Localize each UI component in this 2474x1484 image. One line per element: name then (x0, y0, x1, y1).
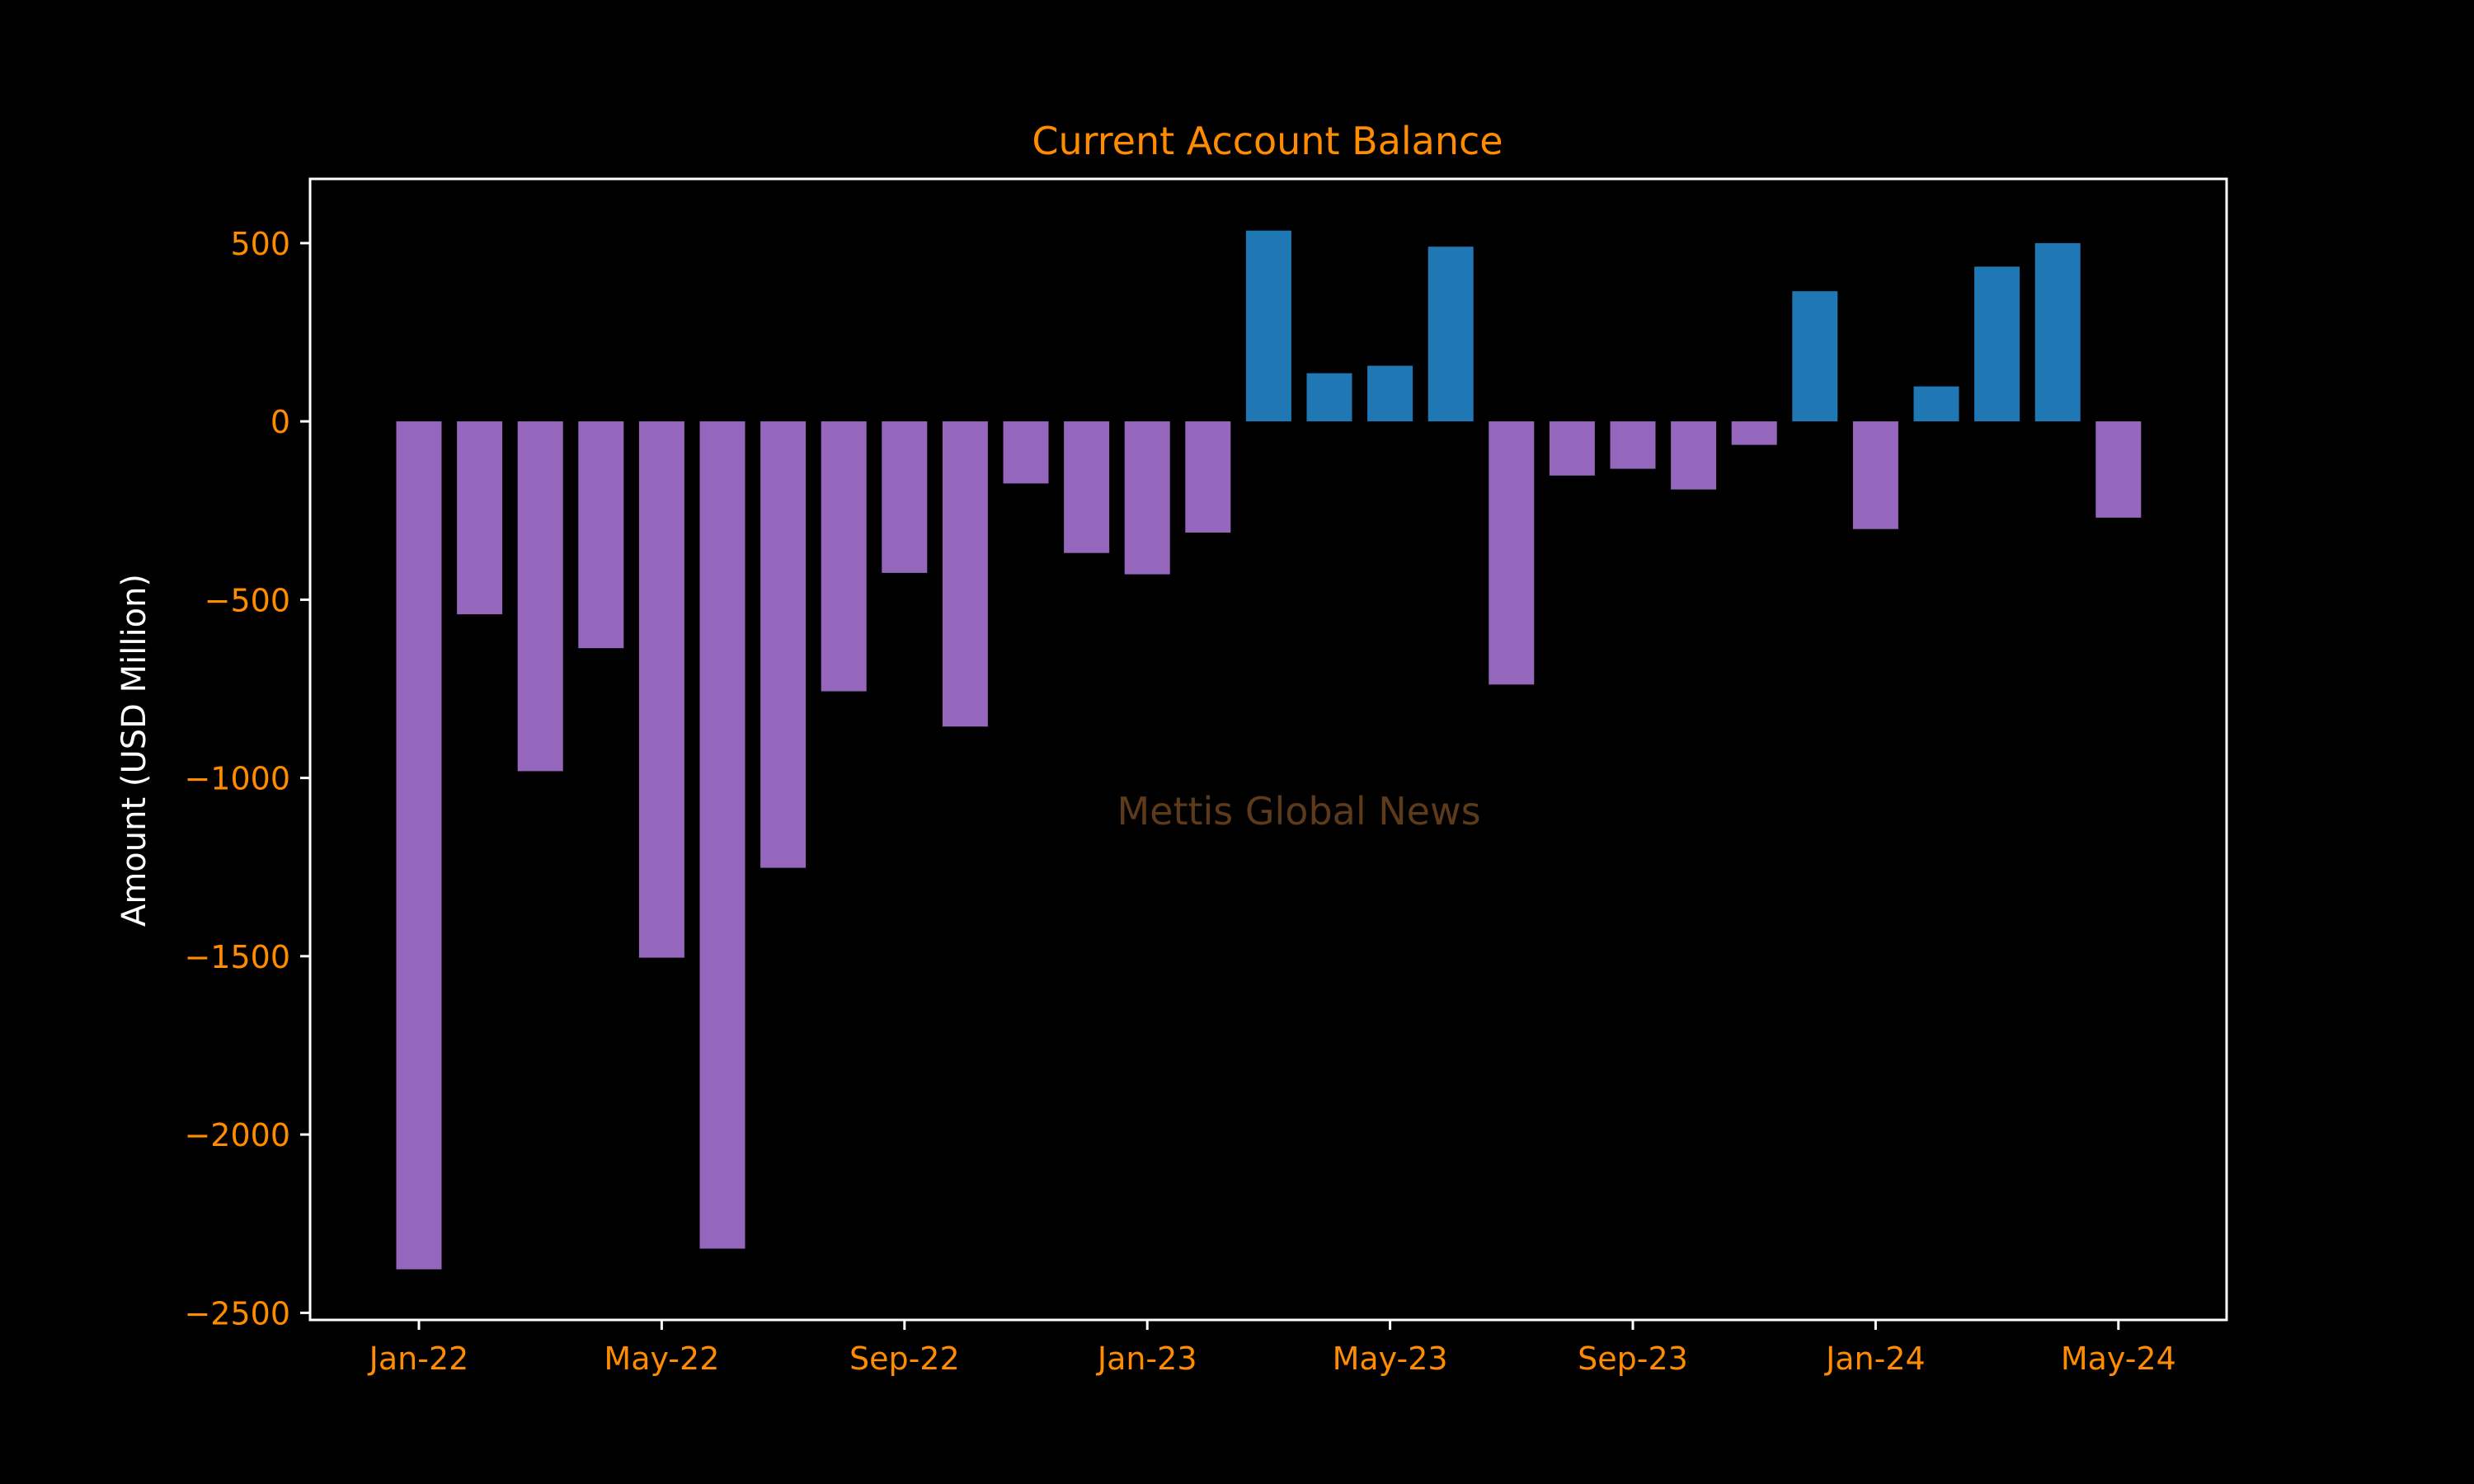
bar-Aug-22 (821, 421, 867, 692)
bar-Nov-22 (1003, 421, 1049, 484)
bar-Dec-22 (1064, 421, 1110, 553)
y-axis-ticks: 500 0 −500 −1000 −1500 −2000 −2500 (184, 226, 310, 1331)
plot-area-frame (308, 177, 2228, 1322)
bar-Mar-24 (1974, 266, 2020, 422)
bar-May-23 (1367, 365, 1413, 422)
watermark-text: Mettis Global News (1117, 789, 1480, 834)
y-tick-label: −2500 (184, 1295, 290, 1331)
bar-Jun-22 (699, 421, 745, 1249)
bar-Nov-23 (1731, 421, 1777, 445)
bar-Feb-23 (1185, 421, 1231, 533)
x-tick-label: Sep-23 (1578, 1341, 1688, 1377)
y-tick-label: 500 (230, 226, 290, 262)
bar-Oct-23 (1671, 421, 1717, 490)
x-tick-label: May-24 (2061, 1341, 2176, 1377)
y-tick-label: −1000 (184, 761, 290, 797)
bar-Feb-22 (457, 421, 503, 615)
x-tick-label: Jan-23 (1096, 1341, 1197, 1377)
x-axis-ticks: Jan-22 May-22 Sep-22 Jan-23 May-23 Sep-23 Jan-… (368, 1320, 2176, 1377)
bar-Jul-23 (1489, 421, 1535, 685)
y-tick-label: −2000 (184, 1117, 290, 1153)
y-axis-label: Amount (USD Million) (115, 574, 153, 927)
bar-Jul-22 (760, 421, 807, 868)
bar-May-24 (2095, 421, 2142, 518)
bar-Mar-22 (517, 421, 563, 772)
x-tick-label: Jan-24 (1824, 1341, 1926, 1377)
bar-Dec-23 (1792, 291, 1838, 422)
x-tick-label: Jan-22 (368, 1341, 469, 1377)
y-tick-label: −1500 (184, 939, 290, 975)
bar-Sep-22 (882, 421, 928, 573)
bar-Oct-22 (942, 421, 988, 727)
bar-Sep-23 (1610, 421, 1656, 469)
bar-Jan-23 (1124, 421, 1170, 575)
y-tick-label: −500 (205, 582, 290, 618)
bar-Apr-22 (578, 421, 624, 649)
bar-Feb-24 (1913, 386, 1959, 422)
bar-Jan-24 (1852, 421, 1898, 529)
bar-Jun-23 (1427, 247, 1474, 422)
chart-title: Current Account Balance (1032, 119, 1503, 163)
bar-Apr-24 (2034, 242, 2081, 422)
x-tick-label: May-22 (604, 1341, 719, 1377)
bar-Apr-23 (1306, 373, 1352, 422)
x-tick-label: May-23 (1333, 1341, 1448, 1377)
y-tick-label: 0 (270, 404, 290, 440)
bar-Jan-22 (396, 421, 442, 1270)
bar-May-22 (638, 421, 684, 958)
bars-group (396, 230, 2142, 1270)
bar-Mar-23 (1245, 230, 1291, 422)
bar-Aug-23 (1549, 421, 1595, 476)
x-tick-label: Sep-22 (849, 1341, 960, 1377)
